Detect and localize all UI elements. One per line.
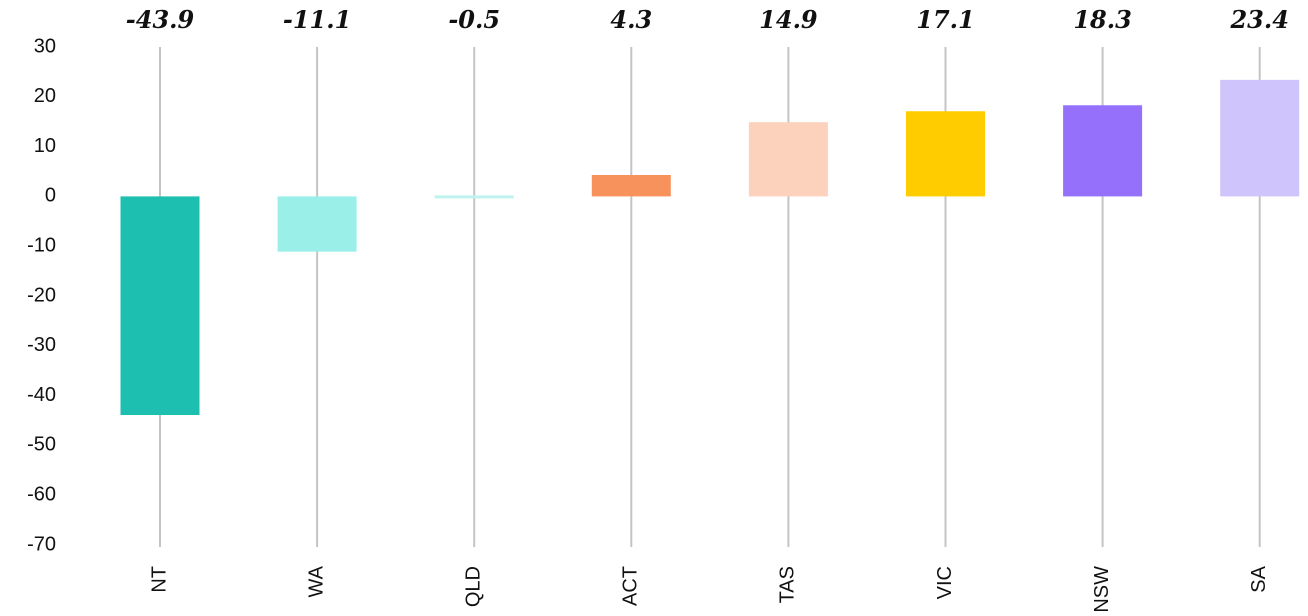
- x-tick-label: NSW: [1091, 566, 1113, 613]
- bar-act: [591, 174, 671, 197]
- x-tick-label: TAS: [777, 566, 799, 603]
- y-tick-label: -20: [27, 284, 56, 306]
- bar-series: -43.9 NT -11.1 WA -0.5 QLD 4.3 ACT 14.9 TAS 17.1 VI…: [120, 5, 1300, 613]
- x-tick-label: SA: [1248, 565, 1270, 592]
- bar-nt: [120, 196, 200, 416]
- bar-sa: [1220, 79, 1300, 197]
- value-label: 17.1: [916, 5, 974, 34]
- x-tick-label: VIC: [934, 566, 956, 599]
- value-label: 18.3: [1073, 5, 1131, 34]
- value-label: 14.9: [759, 5, 818, 34]
- y-tick-label: 30: [34, 35, 56, 57]
- y-tick-label: -60: [27, 483, 56, 505]
- y-tick-label: 20: [34, 85, 56, 107]
- x-tick-label: WA: [305, 565, 327, 597]
- y-tick-label: 10: [34, 135, 56, 157]
- bar-qld: [434, 195, 514, 199]
- value-label: 23.4: [1229, 5, 1288, 34]
- y-tick-label: -40: [27, 384, 56, 406]
- bar-nsw: [1063, 105, 1143, 197]
- value-label: -11.1: [283, 5, 351, 34]
- y-tick-label: 0: [45, 185, 56, 207]
- value-label: -43.9: [126, 5, 195, 34]
- y-tick-label: -30: [27, 334, 56, 356]
- y-tick-label: -10: [27, 234, 56, 256]
- value-label: 4.3: [610, 5, 652, 34]
- x-tick-label: ACT: [620, 566, 642, 606]
- bar-wa: [277, 196, 357, 252]
- y-axis: 30 20 10 0 -10 -20 -30 -40 -50 -60 -70: [27, 35, 56, 555]
- y-tick-label: -50: [27, 434, 56, 456]
- x-tick-label: QLD: [462, 566, 484, 607]
- x-tick-label: NT: [148, 566, 170, 593]
- value-label: -0.5: [448, 5, 500, 34]
- y-tick-label: -70: [27, 533, 56, 555]
- bar-vic: [906, 111, 985, 197]
- bar-tas: [748, 122, 828, 197]
